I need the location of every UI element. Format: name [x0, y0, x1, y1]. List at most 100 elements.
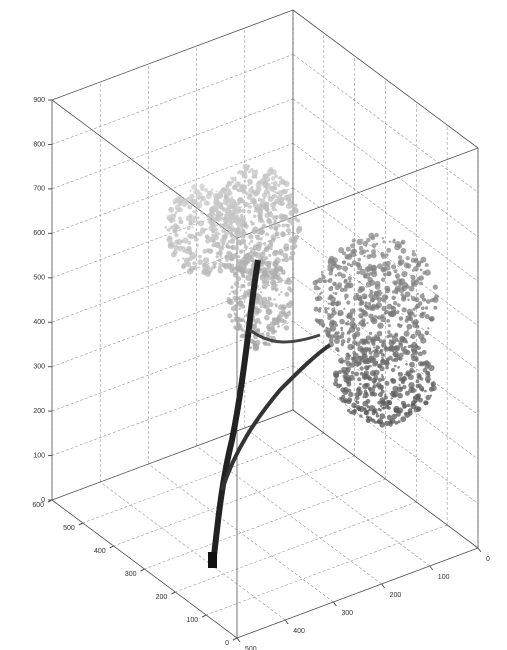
leaf	[401, 293, 405, 297]
leaf	[363, 255, 365, 257]
leaf	[370, 290, 374, 294]
leaf	[227, 225, 229, 227]
leaf	[420, 338, 426, 344]
leaf	[358, 258, 362, 262]
leaf	[411, 345, 414, 348]
leaf	[178, 217, 182, 221]
leaf	[377, 364, 381, 368]
leaf	[350, 243, 355, 248]
leaf	[203, 200, 208, 205]
leaf	[253, 215, 256, 218]
leaf	[355, 400, 357, 402]
leaf	[383, 273, 386, 276]
leaf	[294, 235, 299, 240]
leaf	[394, 269, 398, 273]
leaf	[205, 235, 209, 239]
leaf	[243, 291, 249, 297]
leaf	[352, 340, 357, 345]
leaf	[225, 259, 228, 262]
leaf	[286, 197, 291, 202]
leaf	[242, 275, 245, 278]
leaf	[235, 180, 237, 182]
leaf	[362, 401, 368, 407]
leaf	[381, 267, 386, 272]
leaf	[337, 335, 341, 339]
leaf	[265, 208, 269, 212]
leaf	[379, 409, 382, 412]
leaf	[287, 218, 292, 223]
leaf	[239, 185, 242, 188]
leaf	[364, 340, 368, 344]
leaf	[238, 298, 241, 301]
z-tick-label: 600	[33, 230, 45, 237]
leaf	[374, 421, 377, 424]
leaf	[393, 301, 397, 305]
leaf	[283, 307, 286, 310]
leaf	[375, 349, 379, 353]
leaf	[409, 362, 415, 368]
grid-line	[52, 366, 293, 456]
leaf	[315, 318, 319, 322]
leaf	[383, 339, 386, 342]
leaf	[230, 177, 234, 181]
leaf	[342, 266, 348, 272]
leaf	[257, 213, 263, 219]
leaf	[229, 293, 231, 295]
leaf	[430, 318, 434, 322]
leaf	[255, 235, 259, 239]
leaf	[371, 378, 376, 383]
leaf	[270, 321, 276, 327]
leaf	[386, 319, 390, 323]
leaf	[203, 266, 209, 272]
leaf	[177, 259, 180, 262]
leaf	[242, 175, 244, 177]
leaf	[379, 339, 383, 343]
leaf	[193, 215, 197, 219]
leaf	[281, 310, 286, 315]
leaf	[407, 404, 410, 407]
leaf	[413, 370, 416, 373]
leaf	[385, 288, 390, 293]
leaf	[343, 388, 345, 390]
leaf	[387, 406, 390, 409]
leaf	[367, 365, 370, 368]
z-tick-label: 700	[33, 186, 45, 193]
leaf	[347, 382, 352, 387]
leaf	[284, 280, 288, 284]
leaf	[248, 180, 253, 185]
x-tick-label: 300	[341, 610, 353, 617]
leaf	[198, 198, 200, 200]
leaf	[209, 239, 212, 242]
leaf	[256, 308, 258, 310]
leaf	[353, 295, 358, 300]
leaf	[225, 263, 229, 267]
leaf	[206, 248, 210, 252]
leaf	[426, 299, 431, 304]
leaf	[233, 207, 236, 210]
leaf	[176, 233, 178, 235]
leaf	[433, 285, 438, 290]
leaf	[341, 343, 344, 346]
leaf	[424, 390, 427, 393]
leaf	[278, 294, 280, 296]
leaf	[381, 402, 386, 407]
leaf	[216, 252, 219, 255]
leaf	[371, 357, 376, 362]
leaf	[425, 331, 430, 336]
leaf	[294, 218, 297, 221]
leaf	[411, 353, 416, 358]
leaf	[211, 265, 215, 269]
leaf	[288, 210, 294, 216]
leaf	[347, 320, 349, 322]
leaf	[357, 386, 362, 391]
leaf	[352, 351, 356, 355]
leaf	[245, 314, 247, 316]
leaf	[240, 304, 245, 309]
leaf	[264, 270, 266, 272]
y-tick	[202, 615, 206, 617]
leaf	[393, 351, 399, 357]
leaf	[272, 329, 276, 333]
leaf	[341, 273, 346, 278]
leaf	[407, 329, 409, 331]
leaf	[212, 240, 216, 244]
